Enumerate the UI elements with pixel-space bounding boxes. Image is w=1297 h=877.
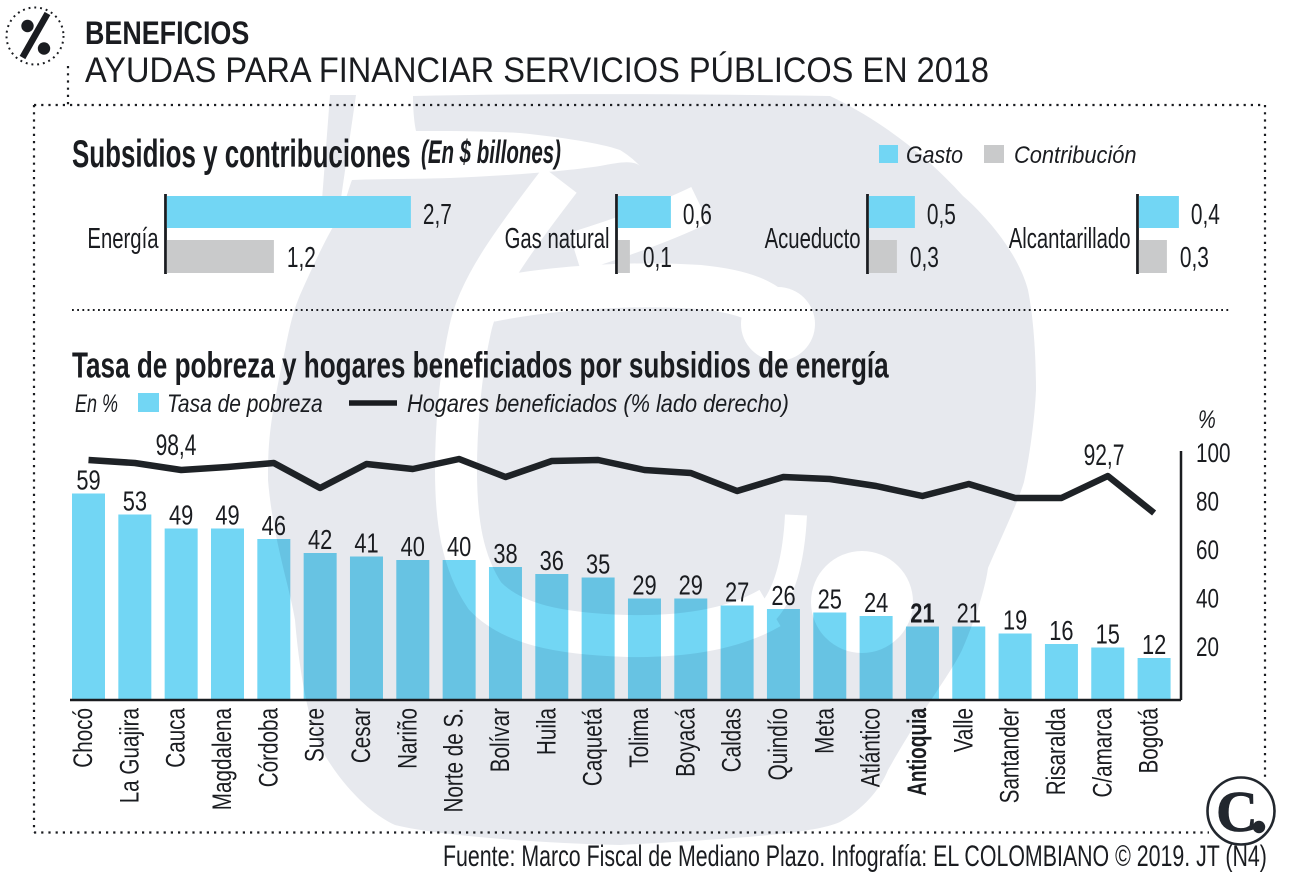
- svg-text:40: 40: [1196, 584, 1219, 614]
- svg-text:25: 25: [818, 584, 842, 615]
- svg-text:Fuente: Marco Fiscal de Median: Fuente: Marco Fiscal de Mediano Plazo. I…: [443, 838, 1267, 873]
- svg-text:59: 59: [76, 465, 100, 496]
- svg-text:Santander: Santander: [995, 708, 1025, 803]
- svg-text:29: 29: [679, 570, 703, 601]
- svg-text:24: 24: [864, 587, 888, 618]
- svg-text:Bolívar: Bolívar: [486, 708, 516, 772]
- svg-text:92,7: 92,7: [1084, 440, 1125, 472]
- svg-text:Atlántico: Atlántico: [856, 708, 886, 787]
- svg-text:Risaralda: Risaralda: [1041, 707, 1071, 795]
- svg-text:0,5: 0,5: [927, 199, 956, 231]
- svg-text:49: 49: [169, 500, 193, 531]
- svg-text:29: 29: [632, 570, 656, 601]
- svg-text:Hogares beneficiados (% lado d: Hogares beneficiados (% lado derecho): [407, 390, 789, 418]
- svg-text:La Guajira: La Guajira: [115, 707, 145, 803]
- svg-text:21: 21: [957, 598, 981, 629]
- svg-text:26: 26: [771, 580, 795, 611]
- svg-text:53: 53: [123, 486, 147, 517]
- svg-text:Tolima: Tolima: [625, 707, 655, 767]
- svg-text:Contribución: Contribución: [1014, 141, 1137, 168]
- svg-text:C/amarca: C/amarca: [1088, 707, 1118, 797]
- svg-text:En %: En %: [75, 389, 118, 418]
- svg-text:19: 19: [1003, 605, 1027, 636]
- svg-text:15: 15: [1096, 619, 1120, 650]
- svg-text:Córdoba: Córdoba: [254, 707, 284, 787]
- svg-text:Chocó: Chocó: [69, 708, 99, 768]
- svg-text:C: C: [1216, 779, 1258, 844]
- svg-text:Energía: Energía: [87, 223, 158, 255]
- svg-text:Sucre: Sucre: [300, 708, 330, 762]
- svg-text:0,3: 0,3: [910, 242, 939, 274]
- svg-text:Nariño: Nariño: [393, 708, 423, 769]
- svg-text:Gas natural: Gas natural: [505, 223, 610, 255]
- svg-text:Huila: Huila: [532, 707, 562, 755]
- svg-text:0,1: 0,1: [643, 242, 672, 274]
- svg-text:100: 100: [1196, 439, 1230, 469]
- svg-text:27: 27: [725, 577, 749, 608]
- svg-text:AYUDAS PARA FINANCIAR SERVICIO: AYUDAS PARA FINANCIAR SERVICIOS PÚBLICOS…: [85, 51, 989, 90]
- svg-text:2,7: 2,7: [423, 199, 452, 231]
- svg-text:1,2: 1,2: [287, 242, 316, 274]
- svg-text:49: 49: [215, 500, 239, 531]
- svg-text:Caquetá: Caquetá: [578, 707, 608, 786]
- svg-text:Caldas: Caldas: [717, 708, 747, 772]
- svg-text:98,4: 98,4: [156, 430, 197, 462]
- svg-text:%: %: [1198, 406, 1216, 434]
- svg-text:(En $ billones): (En $ billones): [421, 134, 561, 170]
- svg-text:Alcantarillado: Alcantarillado: [1009, 223, 1131, 255]
- svg-text:Valle: Valle: [949, 708, 979, 752]
- svg-text:Cesar: Cesar: [347, 708, 377, 763]
- svg-text:80: 80: [1196, 487, 1219, 517]
- svg-text:16: 16: [1049, 615, 1073, 646]
- svg-text:BENEFICIOS: BENEFICIOS: [85, 16, 249, 52]
- svg-text:0,4: 0,4: [1191, 199, 1220, 231]
- svg-text:41: 41: [354, 528, 378, 559]
- svg-text:12: 12: [1142, 629, 1166, 660]
- svg-text:21: 21: [910, 598, 934, 629]
- svg-text:35: 35: [586, 549, 610, 580]
- svg-text:0,6: 0,6: [683, 199, 712, 231]
- svg-text:Quindío: Quindío: [763, 708, 793, 780]
- svg-text:38: 38: [493, 538, 517, 569]
- svg-text:Bogotá: Bogotá: [1134, 707, 1164, 773]
- svg-text:40: 40: [447, 531, 471, 562]
- svg-text:Tasa de pobreza: Tasa de pobreza: [167, 389, 323, 417]
- svg-text:42: 42: [308, 524, 332, 555]
- svg-text:Boyacá: Boyacá: [671, 707, 701, 777]
- svg-text:Meta: Meta: [810, 707, 840, 754]
- svg-text:Gasto: Gasto: [906, 141, 963, 168]
- svg-text:46: 46: [262, 510, 286, 541]
- svg-text:36: 36: [540, 545, 564, 576]
- svg-text:0,3: 0,3: [1180, 242, 1209, 274]
- svg-text:60: 60: [1196, 536, 1219, 566]
- svg-text:40: 40: [401, 531, 425, 562]
- svg-text:Subsidios y contribuciones: Subsidios y contribuciones: [72, 133, 411, 177]
- svg-text:20: 20: [1196, 633, 1219, 663]
- svg-text:Acueducto: Acueducto: [765, 223, 861, 255]
- svg-text:Cauca: Cauca: [161, 707, 191, 767]
- svg-text:Antioquia: Antioquia: [902, 708, 932, 796]
- svg-text:Tasa de pobreza y hogares bene: Tasa de pobreza y hogares beneficiados p…: [72, 345, 889, 385]
- svg-text:Magdalena: Magdalena: [208, 707, 238, 810]
- svg-text:Norte de S.: Norte de S.: [439, 708, 469, 812]
